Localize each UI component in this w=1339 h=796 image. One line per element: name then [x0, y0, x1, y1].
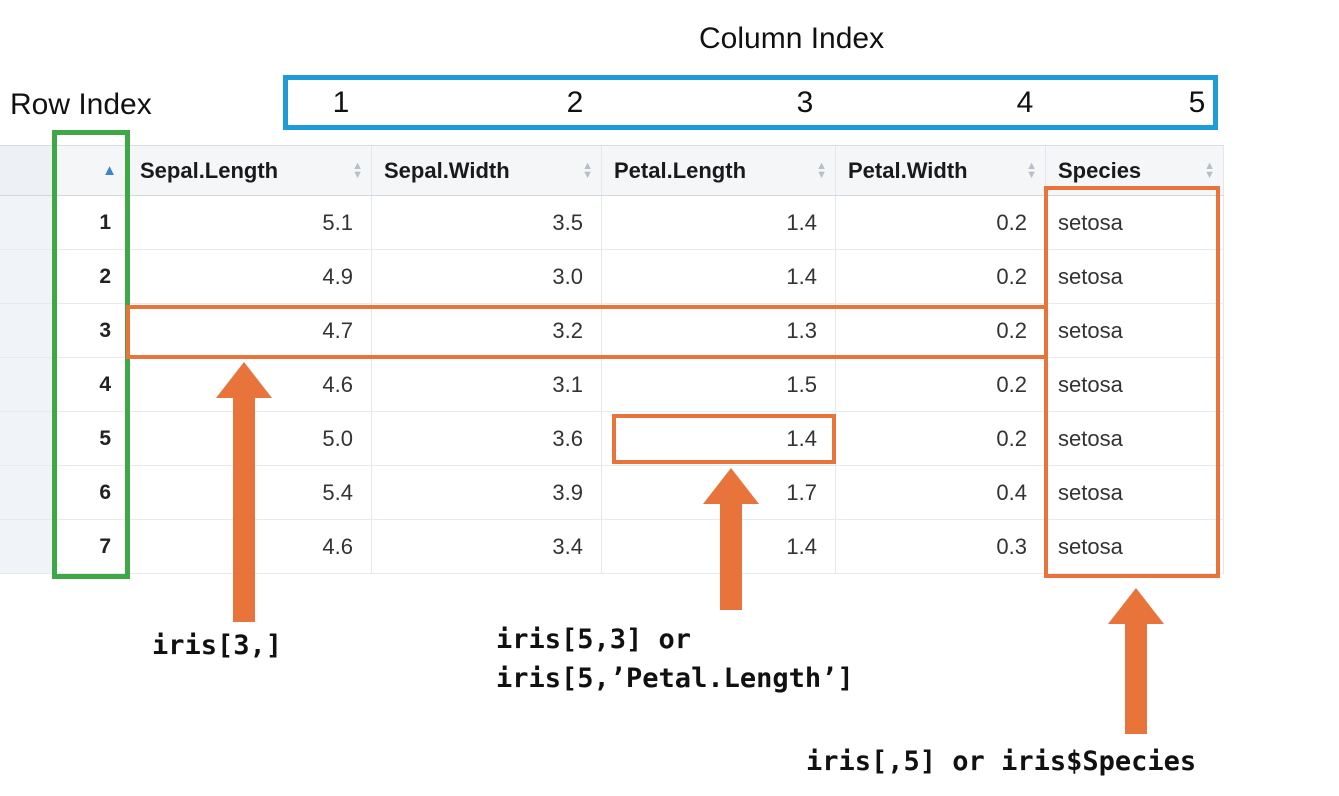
row-number-header[interactable]: ▲ — [55, 146, 128, 195]
column-select-arrow-shaft — [1125, 622, 1147, 734]
data-cell: 3.4 — [372, 520, 602, 573]
row-index-cell: 2 — [55, 250, 128, 303]
data-cell: 0.2 — [836, 196, 1046, 249]
row-3-highlight — [126, 305, 1048, 359]
data-cell: setosa — [1046, 466, 1224, 519]
data-cell: 1.4 — [602, 250, 836, 303]
data-table: ▲ Sepal.Length ▲ ▼ Sepal.Width ▲ ▼ Petal.Lengt… — [0, 145, 1224, 574]
data-cell: setosa — [1046, 520, 1224, 573]
column-header-label: Petal.Length — [614, 157, 747, 183]
data-cell: setosa — [1046, 358, 1224, 411]
gutter-cell — [0, 196, 55, 249]
sort-icon: ▲ ▼ — [582, 159, 593, 181]
header-gutter-cell — [0, 146, 55, 195]
column-header-sepal-width[interactable]: Sepal.Width ▲ ▼ — [372, 146, 602, 195]
code-label-cell-line2: iris[5,’Petal.Length’] — [496, 663, 854, 694]
sort-icon: ▲ ▼ — [1026, 159, 1037, 181]
data-cell: 0.3 — [836, 520, 1046, 573]
gutter-cell — [0, 520, 55, 573]
data-cell: setosa — [1046, 304, 1224, 357]
column-header-label: Sepal.Length — [140, 157, 279, 183]
data-cell: 4.7 — [128, 304, 372, 357]
cell-select-arrow-shaft — [720, 502, 742, 610]
column-index-number: 5 — [1188, 86, 1206, 119]
row-index-cell: 3 — [55, 304, 128, 357]
data-cell: setosa — [1046, 412, 1224, 465]
row-index-cell: 7 — [55, 520, 128, 573]
data-cell: 4.9 — [128, 250, 372, 303]
code-label-cell-line1: iris[5,3] or — [496, 624, 692, 655]
data-cell: 5.0 — [128, 412, 372, 465]
row-select-arrow-shaft — [233, 396, 255, 622]
data-cell: setosa — [1046, 196, 1224, 249]
column-header-sepal-length[interactable]: Sepal.Length ▲ ▼ — [128, 146, 372, 195]
column-index-number: 2 — [566, 86, 584, 119]
table-row: 6 5.4 3.9 1.7 0.4 setosa — [0, 466, 1224, 520]
data-cell: 3.6 — [372, 412, 602, 465]
gutter-cell — [0, 412, 55, 465]
data-cell: 1.3 — [602, 304, 836, 357]
code-label-row-select: iris[3,] — [152, 630, 283, 661]
data-cell: 3.9 — [372, 466, 602, 519]
code-label-column-select: iris[,5] or iris$Species — [806, 746, 1197, 777]
data-cell: 1.5 — [602, 358, 836, 411]
column-header-label: Species — [1058, 157, 1142, 183]
data-cell: 5.4 — [128, 466, 372, 519]
column-header-label: Petal.Width — [848, 157, 968, 183]
gutter-cell — [0, 304, 55, 357]
data-cell: 0.2 — [836, 250, 1046, 303]
row-index-cell: 4 — [55, 358, 128, 411]
data-cell: 0.2 — [836, 412, 1046, 465]
row-index-highlight-box — [52, 130, 130, 579]
data-cell: 1.4 — [602, 520, 836, 573]
data-cell: 1.7 — [602, 466, 836, 519]
sort-ascending-icon: ▲ — [102, 162, 117, 179]
sort-icon: ▲ ▼ — [352, 159, 363, 181]
cell-select-arrow-head — [703, 468, 759, 504]
table-row: 2 4.9 3.0 1.4 0.2 setosa — [0, 250, 1224, 304]
cell-5-3-highlight — [612, 414, 836, 464]
data-cell: 3.0 — [372, 250, 602, 303]
column-index-label: Column Index — [699, 22, 885, 55]
column-select-arrow-head — [1108, 588, 1164, 624]
gutter-cell — [0, 250, 55, 303]
data-cell: 3.2 — [372, 304, 602, 357]
row-select-arrow-head — [216, 362, 272, 398]
sort-icon: ▲ ▼ — [816, 159, 827, 181]
row-index-cell: 6 — [55, 466, 128, 519]
data-cell: 5.1 — [128, 196, 372, 249]
row-index-label: Row Index — [10, 88, 152, 121]
table-row: 7 4.6 3.4 1.4 0.3 setosa — [0, 520, 1224, 574]
column-index-number: 4 — [1016, 86, 1034, 119]
data-cell: 4.6 — [128, 358, 372, 411]
column-index-number: 3 — [796, 86, 814, 119]
data-cell: 1.4 — [602, 196, 836, 249]
column-header-label: Sepal.Width — [384, 157, 510, 183]
gutter-cell — [0, 466, 55, 519]
data-cell: 3.5 — [372, 196, 602, 249]
data-cell: 1.4 — [602, 412, 836, 465]
data-cell: setosa — [1046, 250, 1224, 303]
column-header-species[interactable]: Species ▲ ▼ — [1046, 146, 1224, 195]
data-cell: 0.4 — [836, 466, 1046, 519]
table-row: 4 4.6 3.1 1.5 0.2 setosa — [0, 358, 1224, 412]
sort-icon: ▲ ▼ — [1204, 159, 1215, 181]
table-header-row: ▲ Sepal.Length ▲ ▼ Sepal.Width ▲ ▼ Petal.Lengt… — [0, 146, 1224, 196]
column-index-box: 1 2 3 4 5 — [283, 75, 1218, 130]
data-cell: 4.6 — [128, 520, 372, 573]
column-header-petal-length[interactable]: Petal.Length ▲ ▼ — [602, 146, 836, 195]
column-header-petal-width[interactable]: Petal.Width ▲ ▼ — [836, 146, 1046, 195]
column-index-number: 1 — [332, 86, 350, 119]
code-label-cell-select: iris[5,3] or iris[5,’Petal.Length’] — [496, 620, 854, 698]
gutter-cell — [0, 358, 55, 411]
data-cell: 0.2 — [836, 358, 1046, 411]
row-index-cell: 1 — [55, 196, 128, 249]
table-body: 1 5.1 3.5 1.4 0.2 setosa 2 4.9 3.0 1.4 0.2 setosa 3 4… — [0, 196, 1224, 574]
data-cell: 3.1 — [372, 358, 602, 411]
table-row: 1 5.1 3.5 1.4 0.2 setosa — [0, 196, 1224, 250]
species-column-highlight — [1044, 186, 1220, 578]
